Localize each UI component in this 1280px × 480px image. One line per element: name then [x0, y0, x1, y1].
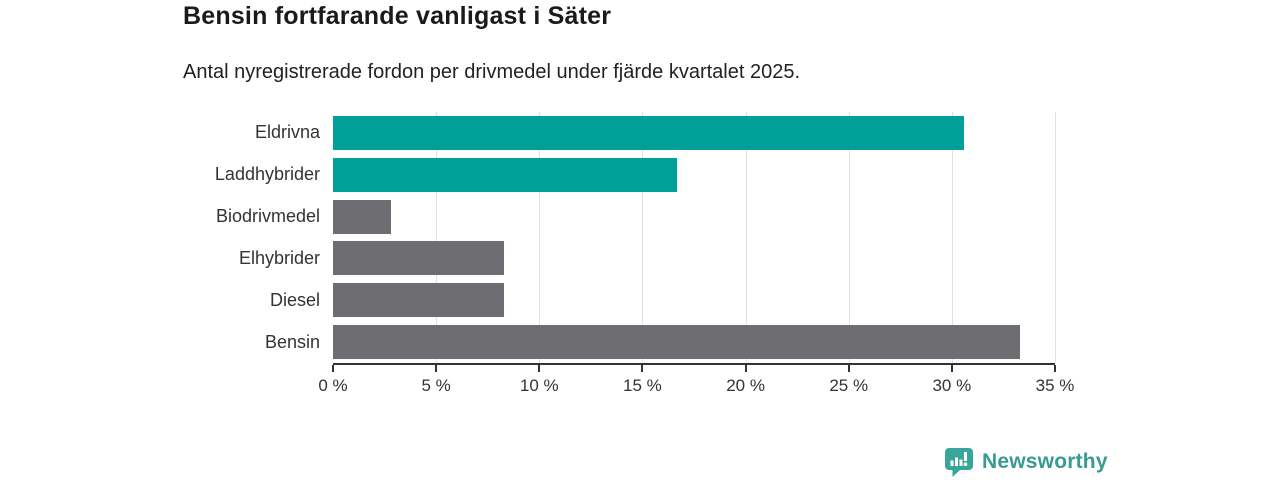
- category-label: Biodrivmedel: [215, 206, 320, 227]
- bar-row: Elhybrider: [239, 237, 1055, 279]
- bar-elhybrider: [333, 241, 505, 276]
- axis-tick-label: 30 %: [932, 376, 972, 395]
- bar-laddhybrider: [333, 157, 678, 192]
- gridline: [642, 112, 644, 363]
- bar-diesel: [333, 283, 505, 318]
- bar-bensin: [333, 325, 1020, 360]
- category-label: Laddhybrider: [214, 164, 320, 185]
- axis-tick: [538, 365, 541, 372]
- axis-tick: [847, 365, 850, 372]
- bar-row: Diesel: [270, 279, 1055, 321]
- bar-chart-plot-area: Eldrivna Laddhybrider Biodrivmedel Elhybrid…: [215, 112, 1056, 365]
- x-axis: 0 % 5 % 10 % 15 % 20 % 25 % 30 % 35 %: [318, 365, 1074, 405]
- category-label: Bensin: [264, 331, 320, 352]
- axis-tick: [332, 365, 334, 372]
- category-label: Diesel: [269, 289, 320, 310]
- gridline: [745, 112, 747, 363]
- axis-tick-label: 20 %: [726, 376, 765, 395]
- newsworthy-logo-icon: [944, 447, 974, 477]
- axis-tick: [1054, 365, 1056, 372]
- bar-eldrivna: [333, 115, 965, 150]
- bar-row: Biodrivmedel: [216, 196, 1055, 238]
- chart-title: Bensin fortfarande vanligast i Säter: [183, 2, 612, 30]
- gridline: [539, 112, 541, 363]
- bar-row: Bensin: [265, 321, 1055, 363]
- gridline: [1055, 112, 1056, 363]
- newsworthy-logo-text: Newsworthy: [982, 450, 1108, 473]
- newsworthy-logo: Newsworthy: [944, 447, 1108, 477]
- category-label: Elhybrider: [238, 247, 320, 268]
- axis-tick-label: 25 %: [829, 376, 869, 395]
- bar-biodrivmedel: [333, 199, 391, 234]
- axis-tick-label: 35 %: [1035, 376, 1075, 395]
- category-label: Eldrivna: [254, 122, 320, 143]
- axis-tick-label: 10 %: [519, 376, 559, 395]
- axis-tick-label: 15 %: [623, 376, 662, 395]
- axis-tick: [641, 365, 644, 372]
- gridline: [951, 112, 953, 363]
- axis-tick-label: 0 %: [318, 376, 348, 395]
- bar-row: Eldrivna: [255, 112, 1055, 154]
- axis-tick: [435, 365, 438, 372]
- gridline: [848, 112, 850, 363]
- axis-tick-label: 5 %: [421, 376, 451, 395]
- axis-tick: [744, 365, 747, 372]
- gridline: [436, 112, 438, 363]
- axis-tick: [950, 365, 953, 372]
- bar-row: Laddhybrider: [215, 154, 1055, 196]
- chart-subtitle: Antal nyregistrerade fordon per drivmede…: [183, 61, 801, 83]
